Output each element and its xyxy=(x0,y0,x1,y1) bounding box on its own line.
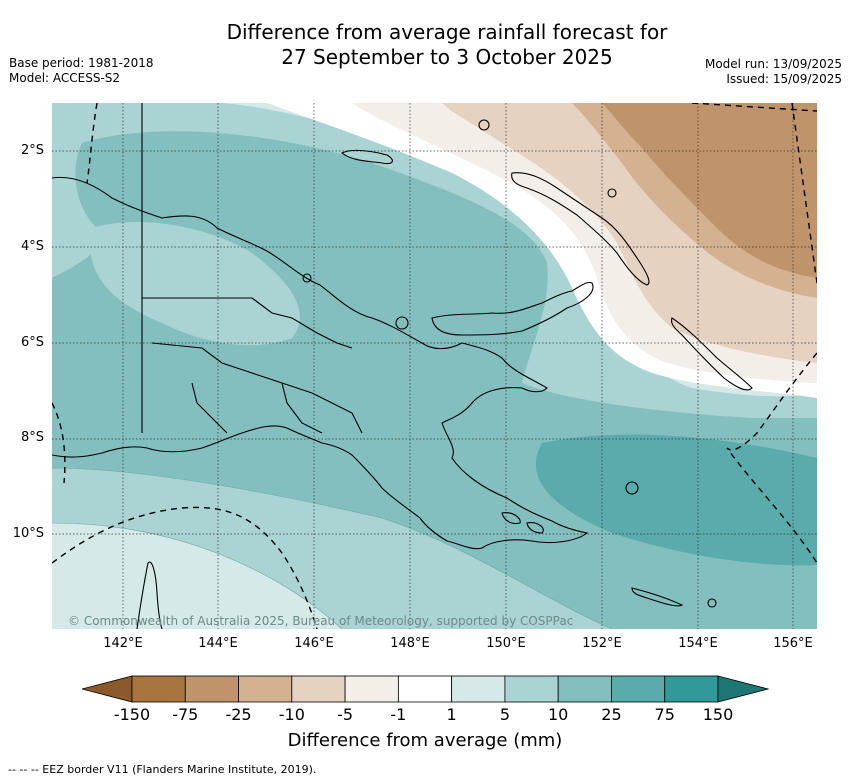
base-period-text: Base period: 1981-2018 xyxy=(9,56,154,70)
lon-label-154e: 154°E xyxy=(678,636,718,651)
colorbar-tick-label: 150 xyxy=(702,705,734,724)
colorbar-tick-label: -25 xyxy=(225,705,252,724)
bougainville-coast xyxy=(670,317,753,391)
lon-label-146e: 146°E xyxy=(294,636,334,651)
colorbar-swatch xyxy=(664,675,719,703)
colorbar-swatch xyxy=(131,675,186,703)
lon-label-152e: 152°E xyxy=(582,636,622,651)
rainfall-map xyxy=(52,103,817,629)
colorbar-tick-label: 75 xyxy=(654,705,675,724)
new-ireland-coast xyxy=(511,172,650,286)
new-guinea-coast xyxy=(52,176,589,550)
title-line-1: Difference from average rainfall forecas… xyxy=(226,20,668,44)
lat-label-6s: 6°S xyxy=(20,335,44,350)
model-run-text: Model run: 13/09/2025 xyxy=(704,57,842,71)
lat-label-10s: 10°S xyxy=(12,526,44,541)
lon-label-148e: 148°E xyxy=(390,636,430,651)
lon-label-150e: 150°E xyxy=(486,636,526,651)
lat-label-2s: 2°S xyxy=(20,143,44,158)
lat-label-8s: 8°S xyxy=(20,430,44,445)
zone-dry-m25 xyxy=(602,103,817,278)
model-info: Base period: 1981-2018 Model: ACCESS-S2 xyxy=(9,56,154,86)
colorbar-swatch xyxy=(397,675,453,703)
model-name-text: Model: ACCESS-S2 xyxy=(9,71,121,85)
copyright-notice: © Commonwealth of Australia 2025, Bureau… xyxy=(68,614,574,628)
run-info: Model run: 13/09/2025 Issued: 15/09/2025 xyxy=(705,57,842,87)
lon-label-144e: 144°E xyxy=(198,636,238,651)
colorbar-tick-label: 10 xyxy=(547,705,569,724)
eez-borders xyxy=(52,103,817,629)
colorbar-swatch xyxy=(184,675,239,703)
issued-text: Issued: 15/09/2025 xyxy=(726,72,842,86)
colorbar-swatch xyxy=(238,675,293,703)
colorbar-label: Difference from average (mm) xyxy=(287,730,563,751)
manus-coast xyxy=(340,149,393,165)
colorbar-tick-label: -10 xyxy=(278,705,305,724)
eez-footnote: -- -- -- EEZ border V11 (Flanders Marine… xyxy=(8,763,317,776)
lon-label-142e: 142°E xyxy=(103,636,143,651)
colorbar-tick-label: -75 xyxy=(172,705,199,724)
map-title: Difference from average rainfall forecas… xyxy=(150,20,744,70)
colorbar-extend-high xyxy=(717,675,770,703)
colorbar-tick-label: -1 xyxy=(390,705,407,724)
colorbar-extend-low xyxy=(82,675,133,703)
graticule xyxy=(52,103,817,629)
colorbar-swatch xyxy=(291,675,346,703)
lon-label-156e: 156°E xyxy=(773,636,813,651)
colorbar xyxy=(82,675,770,703)
lat-label-4s: 4°S xyxy=(20,239,44,254)
colorbar-tick-label: 5 xyxy=(499,705,510,724)
colorbar-swatch xyxy=(611,675,666,703)
colorbar-swatch xyxy=(557,675,612,703)
title-line-2: 27 September to 3 October 2025 xyxy=(281,45,613,69)
colorbar-tick-label: -150 xyxy=(113,705,151,724)
cape-york-coast xyxy=(136,561,163,629)
zone-25-75 xyxy=(535,434,817,566)
colorbar-tick-label: -5 xyxy=(337,705,354,724)
new-britain-coast xyxy=(431,281,594,336)
colorbar-swatch xyxy=(504,675,559,703)
colorbar-tick-label: 1 xyxy=(446,705,457,724)
colorbar-tick-label: 25 xyxy=(601,705,622,724)
coastlines xyxy=(52,103,753,629)
colorbar-swatch xyxy=(451,675,506,703)
colorbar-swatch xyxy=(344,675,399,703)
